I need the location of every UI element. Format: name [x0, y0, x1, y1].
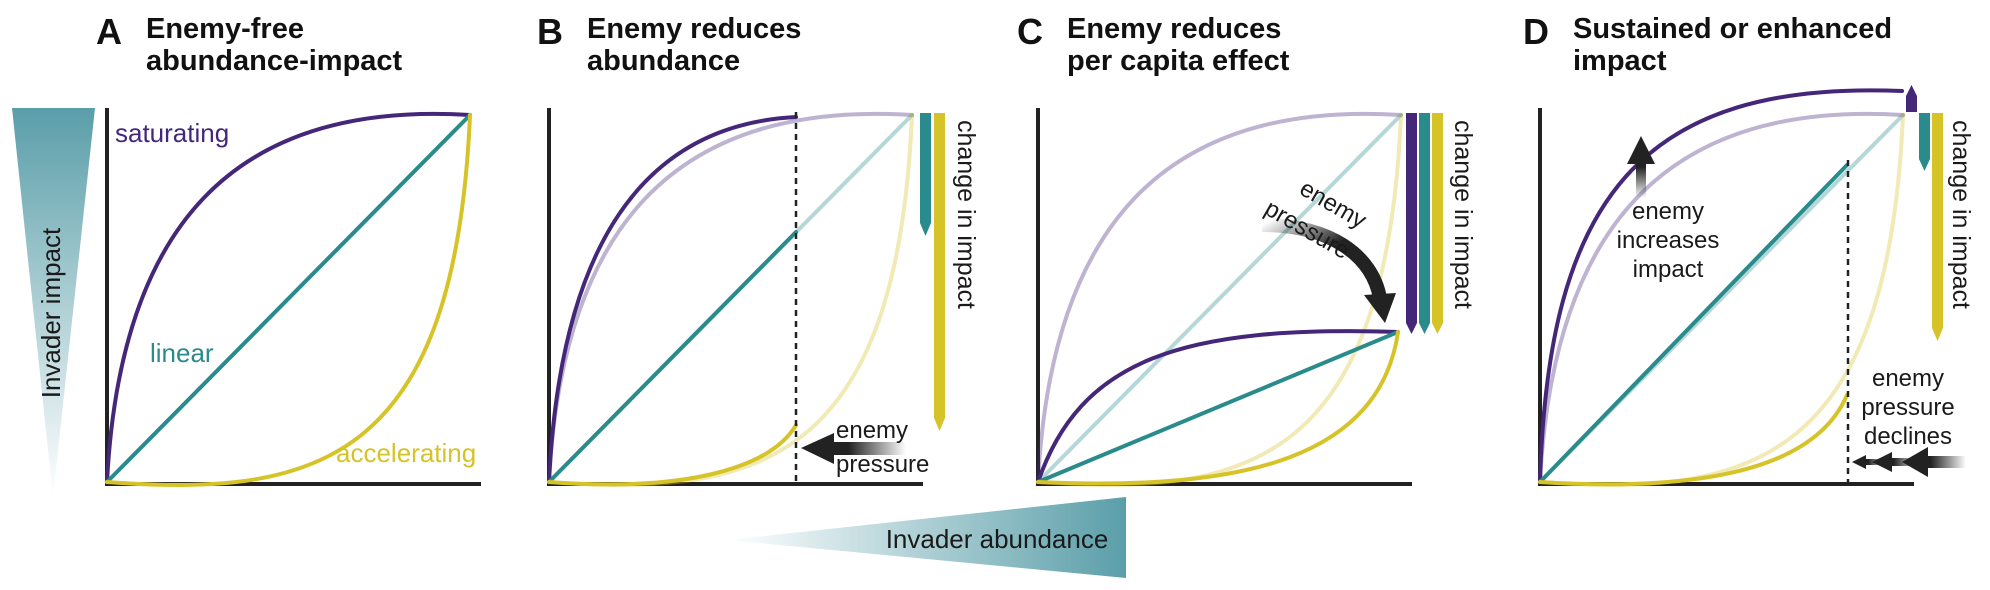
panel-c-yellow-change-bar: [1432, 113, 1443, 323]
panel-d-title-line2: impact: [1573, 45, 1667, 77]
panel-d-teal-change-tip: [1919, 159, 1930, 171]
panel-c-purple-change-tip: [1406, 323, 1417, 334]
panel-a-title-line1: Enemy-free: [146, 13, 304, 45]
panel-c-title-line2: per capita effect: [1067, 45, 1290, 77]
panel-b-letter: B: [537, 11, 563, 52]
panel-d-teal-change-bar: [1919, 113, 1930, 159]
accelerating-label: accelerating: [336, 438, 476, 468]
y-axis-gradient-wedge: [12, 108, 95, 497]
x-axis-label: Invader abundance: [886, 524, 1109, 554]
panel-b: B Enemy reduces abundance change in impa…: [537, 11, 980, 487]
panel-d-saturating-faded: [1538, 111, 1905, 484]
panel-b-teal-change-bar: [920, 113, 931, 223]
panel-d-yellow-change-bar: [1932, 113, 1943, 328]
panel-c-saturating-reduced: [1036, 329, 1400, 484]
saturating-label: saturating: [115, 118, 229, 148]
panel-b-title-line2: abundance: [587, 45, 740, 77]
panel-b-teal-change-tip: [920, 223, 931, 236]
panel-d: D Sustained or enhanced impact change in…: [1523, 11, 1975, 487]
panel-b-accelerating-solid: [547, 423, 798, 487]
panel-c-purple-change-bar: [1406, 113, 1417, 323]
panel-b-change-in-impact-label: change in impact: [952, 120, 980, 309]
panel-a: A Enemy-free abundance-impact saturating…: [96, 11, 481, 487]
panel-c-enemy-pressure-arrowhead: [1364, 293, 1396, 323]
panel-a-letter: A: [96, 11, 122, 52]
panel-d-decline-arrow-medium: [1872, 452, 1920, 472]
panel-b-pressure-label: pressure: [836, 451, 929, 478]
panel-c-teal-change-bar: [1419, 113, 1430, 323]
panel-d-change-in-impact-label: change in impact: [1947, 120, 1975, 309]
panel-a-saturating-curve: [105, 111, 472, 484]
panel-b-saturating-solid: [547, 115, 798, 484]
panel-b-title-line1: Enemy reduces: [587, 13, 801, 45]
panel-c-linear-faded: [1036, 113, 1403, 484]
panel-c-teal-change-tip: [1419, 323, 1430, 334]
panel-b-enemy-pressure-arrow: [801, 433, 906, 464]
panel-b-enemy-label: enemy: [836, 417, 908, 444]
panel-d-purple-change-tip: [1906, 85, 1917, 96]
panel-c-yellow-change-tip: [1432, 323, 1443, 334]
panel-d-linear-solid: [1538, 163, 1849, 484]
panel-d-yellow-change-tip: [1932, 328, 1943, 341]
panel-d-accelerating-solid: [1538, 393, 1849, 487]
panel-d-decline-label-3: declines: [1864, 423, 1952, 450]
panel-d-saturating-enhanced: [1538, 88, 1904, 484]
x-axis-gradient-wedge: [727, 497, 1126, 578]
panel-c-linear-reduced: [1036, 330, 1400, 484]
panel-b-yellow-change-tip: [934, 418, 945, 431]
linear-label: linear: [150, 338, 214, 368]
panel-d-decline-label-2: pressure: [1861, 394, 1954, 421]
panel-c-saturating-faded: [1036, 111, 1403, 484]
panel-d-decline-arrow-large: [1902, 447, 1966, 477]
panel-d-increase-arrow: [1627, 136, 1655, 198]
panel-d-increase-label-3: impact: [1633, 256, 1704, 283]
panel-c-enemy-pressure-arrow: [1261, 218, 1387, 300]
panel-b-linear-solid: [547, 230, 798, 484]
panel-d-purple-change-bar: [1906, 96, 1917, 112]
panel-a-accelerating-curve: [105, 113, 472, 487]
panel-a-linear-line: [105, 113, 472, 484]
panel-c-title-line1: Enemy reduces: [1067, 13, 1281, 45]
panel-a-title-line2: abundance-impact: [146, 45, 403, 77]
panel-d-letter: D: [1523, 11, 1549, 52]
panel-c-change-in-impact-label: change in impact: [1449, 120, 1477, 309]
panel-b-yellow-change-bar: [934, 113, 945, 418]
y-axis-label: Invader impact: [36, 227, 66, 398]
panel-c-letter: C: [1017, 11, 1043, 52]
panel-d-decline-label-1: enemy: [1872, 365, 1944, 392]
panel-c-accelerating-reduced: [1036, 330, 1400, 486]
panel-d-title-line1: Sustained or enhanced: [1573, 13, 1892, 45]
panel-d-increase-label-2: increases: [1617, 227, 1720, 254]
panel-c: C Enemy reduces per capita effect change…: [1017, 11, 1477, 487]
panel-d-decline-arrow-small: [1852, 455, 1888, 469]
panel-d-increase-label-1: enemy: [1632, 198, 1704, 225]
